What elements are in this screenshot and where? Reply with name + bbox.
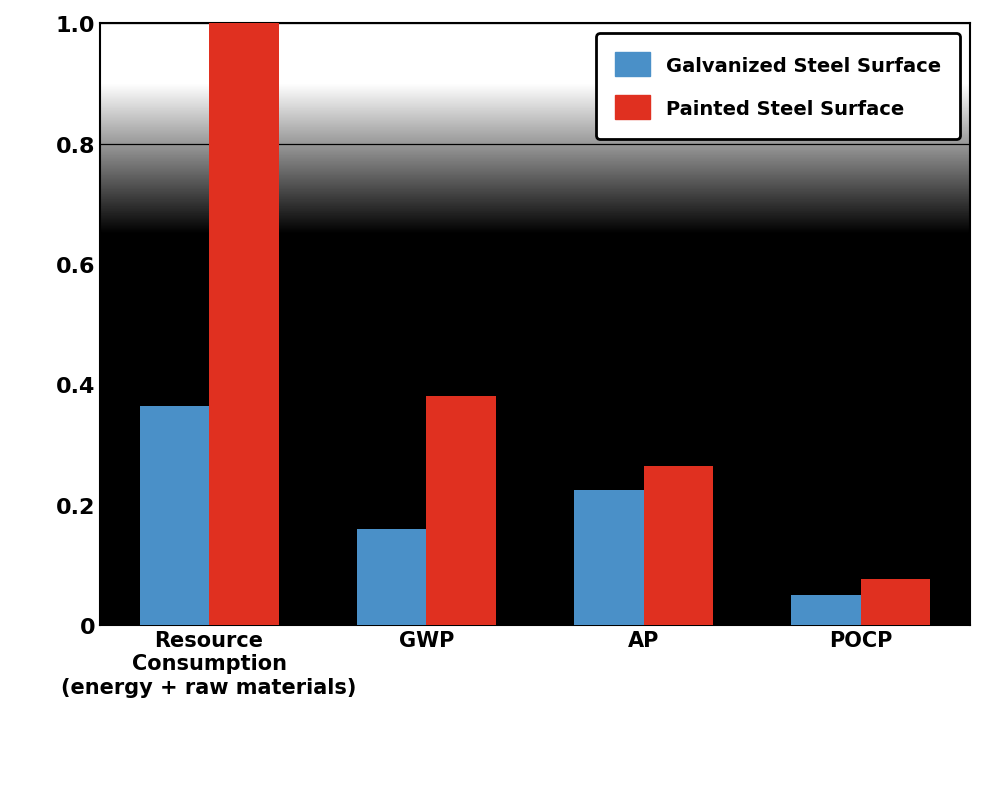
Bar (644, 466, 713, 626)
Bar (426, 397, 496, 626)
Bar (140, 406, 209, 626)
Legend: Galvanized Steel Surface, Painted Steel Surface: Galvanized Steel Surface, Painted Steel … (596, 34, 960, 140)
Bar (791, 595, 861, 626)
Bar (574, 490, 644, 626)
Bar (209, 24, 279, 626)
Bar (357, 529, 426, 626)
Bar (861, 579, 930, 626)
